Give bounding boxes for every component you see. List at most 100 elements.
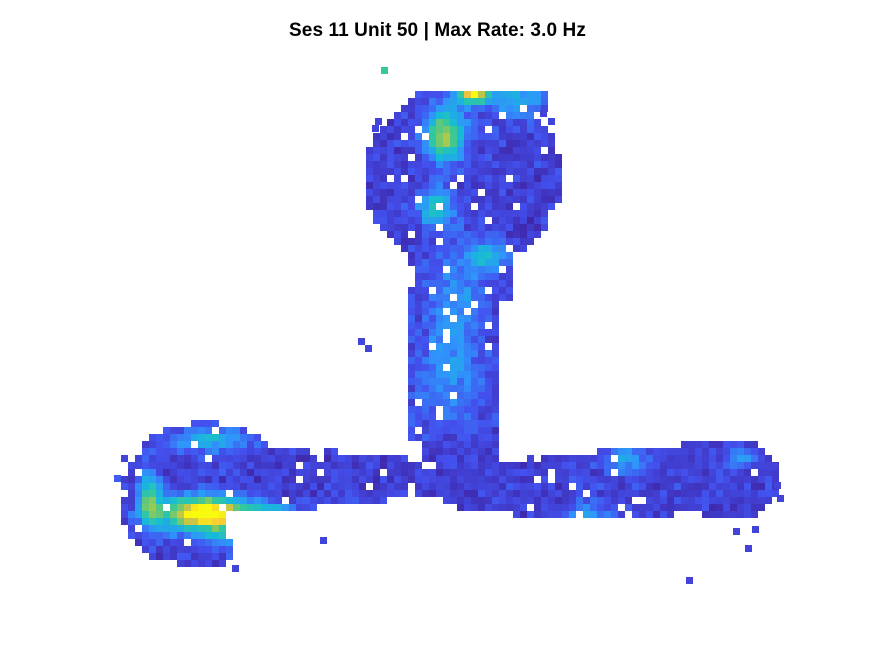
heatmap-cell xyxy=(702,455,709,462)
heatmap-cell xyxy=(184,434,191,441)
heatmap-cell xyxy=(492,203,499,210)
heatmap-cell xyxy=(450,434,457,441)
heatmap-cell xyxy=(443,224,450,231)
heatmap-cell xyxy=(415,294,422,301)
heatmap-cell xyxy=(555,469,562,476)
heatmap-cell xyxy=(737,455,744,462)
heatmap-cell xyxy=(492,385,499,392)
heatmap-cell xyxy=(254,462,261,469)
heatmap-cell xyxy=(415,462,422,469)
heatmap-cell xyxy=(310,455,317,462)
heatmap-cell xyxy=(520,119,527,126)
heatmap-cell xyxy=(471,343,478,350)
heatmap-cell xyxy=(345,462,352,469)
heatmap-cell xyxy=(317,497,324,504)
heatmap-cell xyxy=(653,490,660,497)
heatmap-cell xyxy=(394,224,401,231)
heatmap-cell xyxy=(387,182,394,189)
heatmap-cell xyxy=(457,504,464,511)
heatmap-cell xyxy=(212,441,219,448)
heatmap-cell xyxy=(471,364,478,371)
heatmap-cell xyxy=(422,406,429,413)
heatmap-cell xyxy=(464,483,471,490)
heatmap-cell xyxy=(212,497,219,504)
heatmap-cell xyxy=(527,224,534,231)
heatmap-cell xyxy=(492,455,499,462)
heatmap-cell xyxy=(387,490,394,497)
heatmap-cell xyxy=(408,301,415,308)
heatmap-cell xyxy=(562,476,569,483)
heatmap-cell xyxy=(492,126,499,133)
heatmap-cell xyxy=(331,469,338,476)
heatmap-cell xyxy=(408,308,415,315)
heatmap-cell xyxy=(436,483,443,490)
heatmap-cell xyxy=(478,455,485,462)
heatmap-cell xyxy=(695,490,702,497)
heatmap-cell xyxy=(520,98,527,105)
heatmap-cell xyxy=(191,546,198,553)
heatmap-cell xyxy=(324,497,331,504)
heatmap-cell xyxy=(380,462,387,469)
heatmap-cell xyxy=(303,476,310,483)
heatmap-cell xyxy=(625,483,632,490)
heatmap-cell xyxy=(394,476,401,483)
heatmap-cell xyxy=(436,469,443,476)
heatmap-cell xyxy=(471,476,478,483)
heatmap-cell xyxy=(758,469,765,476)
heatmap-cell xyxy=(205,448,212,455)
heatmap-cell xyxy=(716,511,723,518)
heatmap-cell xyxy=(457,196,464,203)
heatmap-cell xyxy=(415,476,422,483)
heatmap-cell xyxy=(296,497,303,504)
heatmap-cell xyxy=(268,469,275,476)
heatmap-cell xyxy=(478,350,485,357)
heatmap-cell xyxy=(142,448,149,455)
heatmap-cell xyxy=(261,455,268,462)
heatmap-cell xyxy=(527,161,534,168)
heatmap-cell xyxy=(527,511,534,518)
heatmap-cell xyxy=(142,462,149,469)
heatmap-cell xyxy=(408,315,415,322)
heatmap-cell xyxy=(520,497,527,504)
heatmap-cell xyxy=(765,483,772,490)
heatmap-cell xyxy=(226,504,233,511)
heatmap-cell xyxy=(443,294,450,301)
heatmap-cell xyxy=(527,497,534,504)
heatmap-cell xyxy=(436,364,443,371)
heatmap-cell xyxy=(492,210,499,217)
heatmap-cell xyxy=(408,224,415,231)
heatmap-cell xyxy=(492,273,499,280)
heatmap-cell xyxy=(422,371,429,378)
heatmap-cell xyxy=(198,560,205,567)
heatmap-cell xyxy=(492,189,499,196)
heatmap-cell xyxy=(471,497,478,504)
heatmap-cell xyxy=(422,287,429,294)
heatmap-cell xyxy=(464,231,471,238)
heatmap-cell xyxy=(135,455,142,462)
heatmap-cell xyxy=(464,504,471,511)
heatmap-cell xyxy=(436,385,443,392)
heatmap-cell xyxy=(485,259,492,266)
heatmap-cell xyxy=(730,455,737,462)
heatmap-cell xyxy=(499,91,506,98)
heatmap-cell xyxy=(744,497,751,504)
heatmap-cell xyxy=(660,476,667,483)
heatmap-cell xyxy=(555,455,562,462)
heatmap-cell xyxy=(471,490,478,497)
heatmap-cell xyxy=(534,511,541,518)
heatmap-cell xyxy=(303,455,310,462)
heatmap-cell xyxy=(436,168,443,175)
heatmap-cell xyxy=(492,147,499,154)
heatmap-cell xyxy=(436,252,443,259)
heatmap-cell xyxy=(737,441,744,448)
heatmap-cell xyxy=(520,483,527,490)
heatmap-cell xyxy=(205,560,212,567)
heatmap-cell xyxy=(758,462,765,469)
heatmap-cell xyxy=(492,119,499,126)
heatmap-cell xyxy=(590,511,597,518)
heatmap-cell xyxy=(121,518,128,525)
heatmap-cell xyxy=(464,420,471,427)
heatmap-cell xyxy=(625,490,632,497)
heatmap-cell xyxy=(436,273,443,280)
heatmap-cell xyxy=(387,140,394,147)
